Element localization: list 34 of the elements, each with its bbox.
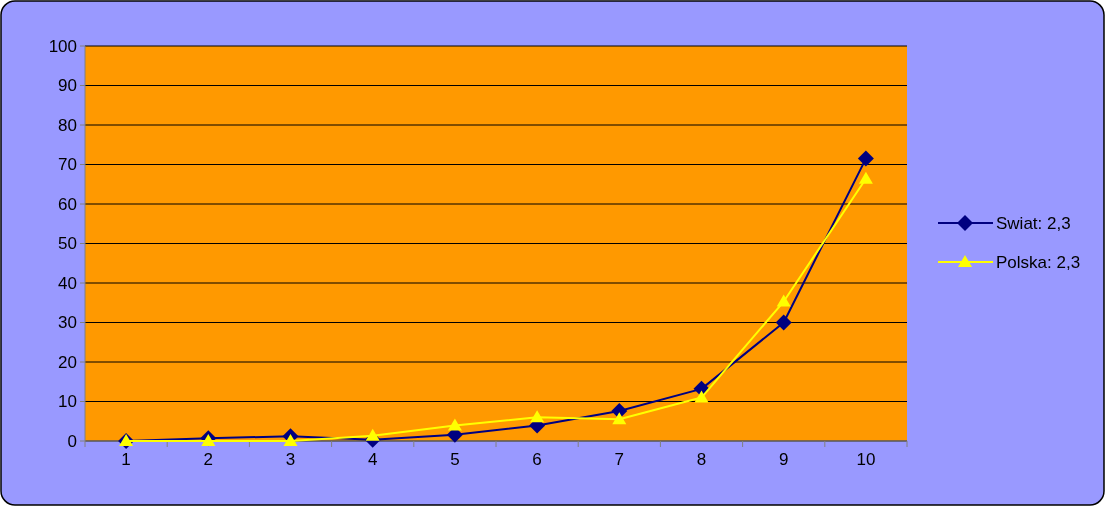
y-tick-label: 50 — [58, 234, 77, 254]
y-tick-label: 40 — [58, 273, 77, 293]
y-tick-label: 10 — [58, 392, 77, 412]
x-tick-label: 1 — [121, 450, 131, 469]
point — [858, 171, 873, 184]
x-tick-label: 2 — [203, 450, 214, 469]
y-tick-label: 20 — [58, 352, 77, 372]
point — [612, 412, 627, 425]
point — [530, 410, 545, 423]
x-tick-label: 9 — [778, 450, 789, 469]
x-tick-label: 10 — [856, 450, 876, 469]
legend-label: Swiat: 2,3 — [996, 213, 1071, 233]
x-tick-label: 7 — [614, 450, 625, 469]
point — [857, 150, 874, 167]
x-tick-label: 6 — [532, 450, 542, 469]
y-tick-label: 30 — [58, 313, 77, 333]
point — [694, 390, 709, 403]
point — [447, 418, 462, 431]
legend-label: Polska: 2,3 — [996, 252, 1081, 272]
y-tick-label: 90 — [58, 76, 77, 96]
y-tick-label: 100 — [48, 36, 77, 56]
point — [365, 428, 380, 441]
y-tick-label: 70 — [58, 155, 77, 175]
point — [201, 434, 216, 446]
y-tick-label: 60 — [58, 194, 77, 214]
x-tick-label: 3 — [285, 450, 296, 469]
x-tick-label: 4 — [367, 450, 378, 469]
y-tick-label: 80 — [58, 115, 77, 135]
x-tick-label: 5 — [450, 450, 460, 469]
point — [283, 434, 298, 446]
point — [776, 294, 791, 307]
y-tick-label: 0 — [67, 431, 77, 451]
point — [775, 314, 792, 331]
x-tick-label: 8 — [696, 450, 707, 469]
